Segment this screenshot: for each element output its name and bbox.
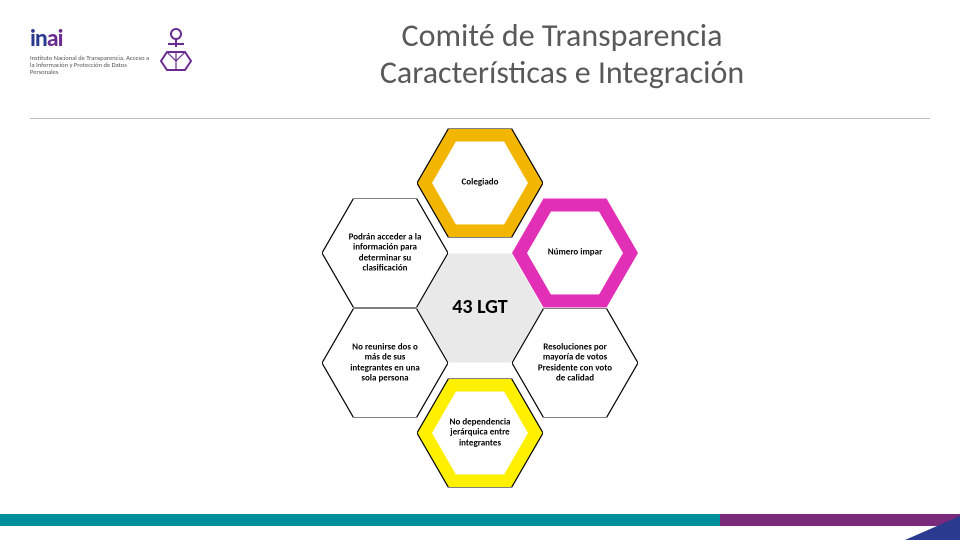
title-line-1: Comité de Transparencia [194,18,930,55]
header-divider [30,118,930,119]
footer-accent-bar [0,514,960,526]
hex-resoluciones: Resoluciones por mayoría de votosPreside… [527,321,623,404]
logo-tagline: Instituto Nacional de Transparencia, Acc… [30,55,150,76]
hex-noreunir: No reunirse dos o más de sus integrantes… [337,321,433,404]
hex-colegiado: Colegiado [432,141,528,224]
logo-hex-person-icon [158,26,194,74]
logo-word: inai [30,24,150,53]
hex-center: 43 LGT [427,262,533,354]
hex-label-center: 43 LGT [442,297,517,320]
hex-nodep: No dependencia jerárquica entre integran… [432,391,528,474]
slide-header: inai Instituto Nacional de Transparencia… [0,0,960,110]
inai-logo: inai Instituto Nacional de Transparencia… [30,24,194,76]
hex-cluster: ColegiadoNúmero imparResoluciones por ma… [480,145,481,146]
hex-numero: Número impar [527,211,623,294]
title-line-2: Características e Integración [194,55,930,92]
footer-corner-triangle [905,516,960,540]
hex-label-resoluciones: Resoluciones por mayoría de votosPreside… [527,342,623,383]
logo-text-block: inai Instituto Nacional de Transparencia… [30,24,150,76]
hex-acceder: Podrán acceder a la información para det… [337,211,433,294]
hex-label-nodep: No dependencia jerárquica entre integran… [432,417,528,448]
hex-label-numero: Número impar [538,248,613,258]
hex-label-acceder: Podrán acceder a la información para det… [337,232,433,273]
footer-seg-teal [0,514,720,526]
hex-label-noreunir: No reunirse dos o más de sus integrantes… [337,342,433,383]
slide-title: Comité de Transparencia Características … [194,12,930,92]
hex-label-colegiado: Colegiado [452,178,509,188]
